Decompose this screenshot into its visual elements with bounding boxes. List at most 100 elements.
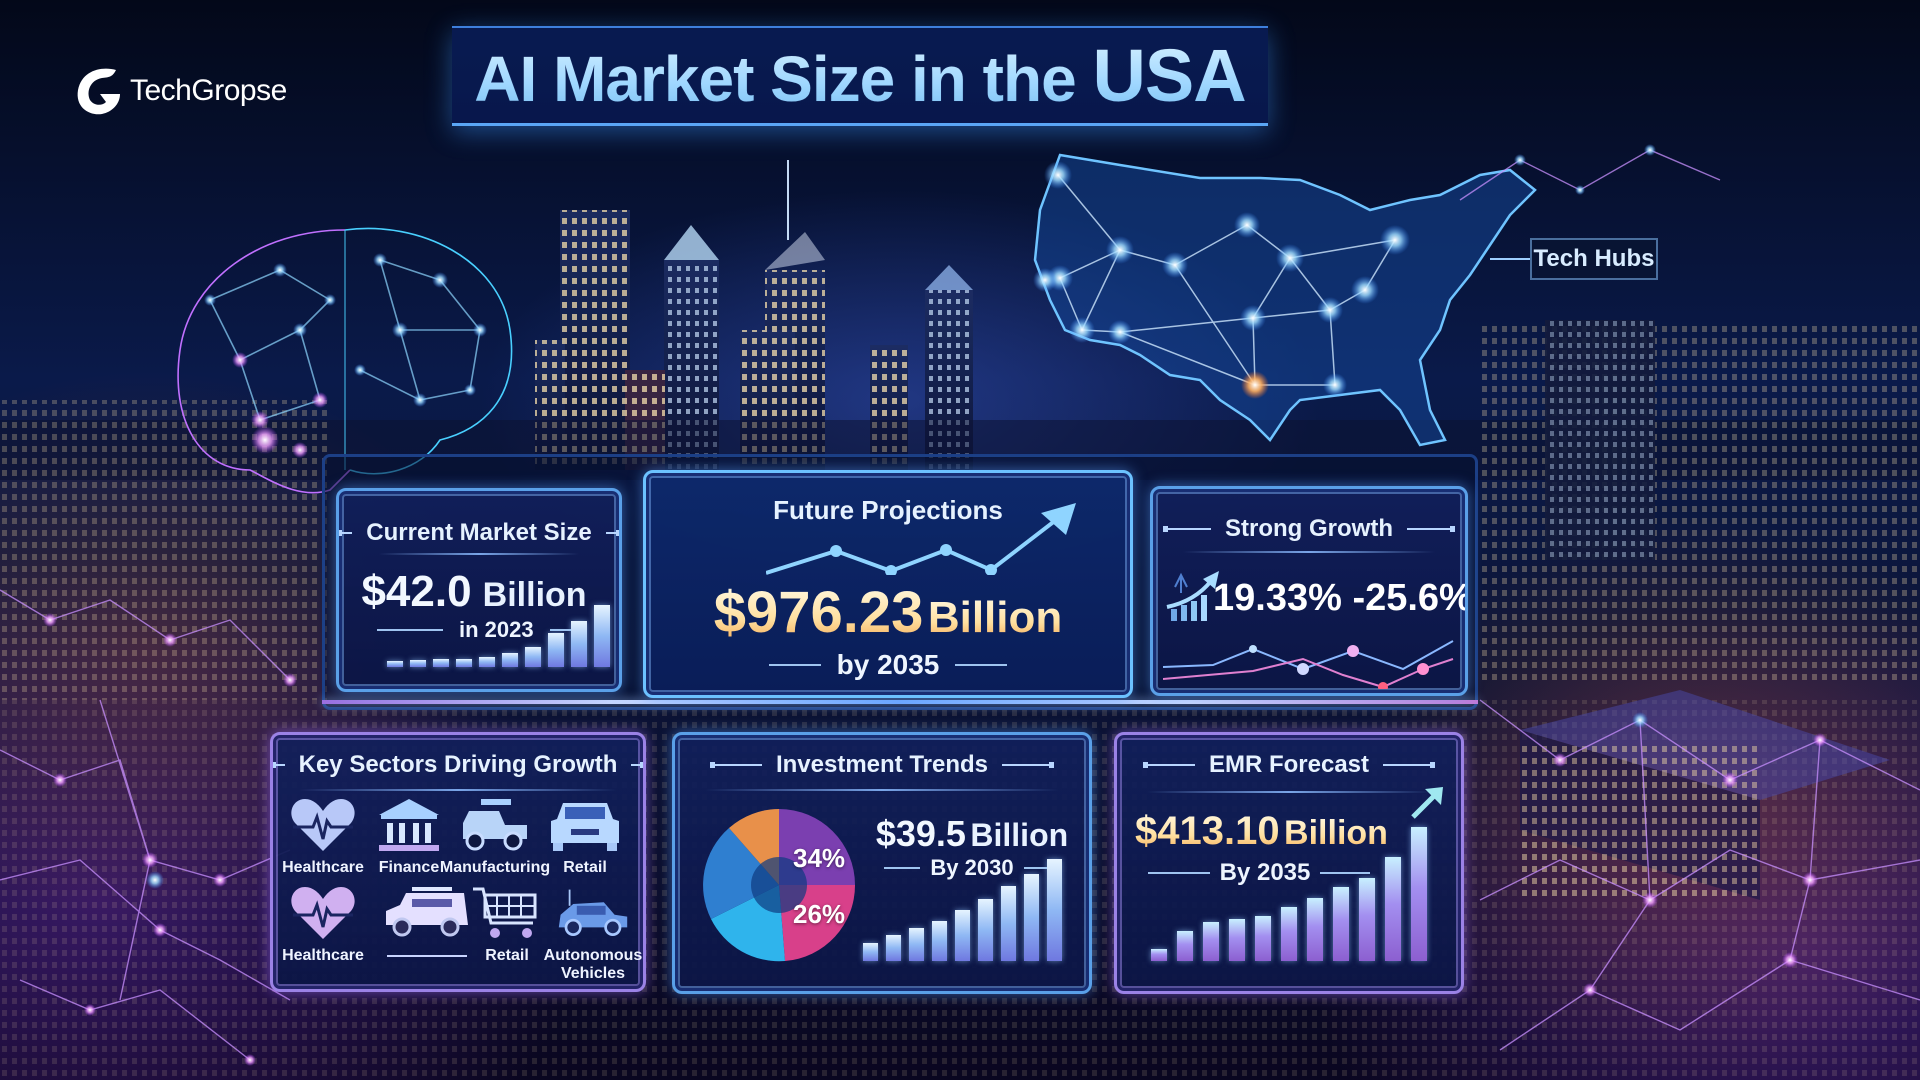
heart-pulse-icon [291,799,355,851]
card-subtitle: By 2035 [1219,859,1311,886]
bar [1229,919,1245,961]
bar [594,605,610,667]
card-future-projections: Future Projections $976.23 Billion by 20… [643,470,1133,698]
sector-item: Finance [367,797,451,877]
sector-item: Manufacturing [440,797,550,877]
card-subtitle-row: by 2035 [646,649,1130,681]
bar [433,659,449,667]
bar [909,928,924,961]
sector-item: Healthcare [281,885,365,965]
pie-label-34: 34% [793,843,846,873]
bar [1385,857,1401,961]
bar [1333,887,1349,961]
investment-pie-chart [703,809,856,962]
title-dash-right [1383,762,1436,768]
title-dash-left [273,762,285,768]
bar [886,935,901,961]
page-title: AI Market Size in the USA [474,34,1246,117]
card-title: Key Sectors Driving Growth [298,751,618,778]
card-value: $413.10 Billion [1135,809,1388,853]
bar [1151,949,1167,961]
title-dash-left [1163,526,1211,532]
bar [1177,931,1193,961]
card-title: Strong Growth [1225,515,1393,542]
tech-hubs-label: Tech Hubs [1530,238,1658,280]
trend-up-arrow-icon [766,503,1076,575]
title-rule [299,789,617,791]
utility-vehicle-icon [463,799,527,851]
bar [1411,827,1427,961]
card-emr-forecast: EMR Forecast $413.10 Billion By 2035 [1114,732,1464,994]
pie-label-26: 26% [793,899,846,929]
card-title: Investment Trends [775,751,989,778]
card-value: $42.0 Billion [361,567,587,616]
bar [479,657,495,667]
title-rule [1147,791,1431,793]
sector-item [367,885,487,957]
brand-logo[interactable]: TechGropse [72,64,287,118]
card-investment-trends: Investment Trends 34% 26% $39.5 Billion … [672,732,1092,994]
title-highlight: USA [1092,34,1246,117]
title-dash-left [339,530,353,536]
building-roof [1520,690,1890,900]
brand-name: TechGropse [130,74,287,107]
bar [410,660,426,667]
card-title: Future Projections [773,495,1003,525]
title-dash-left [709,762,762,768]
title-dash-right [605,530,619,536]
usa-map-network-icon [1033,153,1537,447]
card-key-sectors: Key Sectors Driving Growth Healthcare Fi… [270,732,646,992]
bar [571,621,587,667]
card-value: 19.33% -25.6% [1213,577,1468,619]
van-icon [386,887,468,937]
title-rule [379,553,579,555]
title-rule [1183,551,1435,553]
bar [456,659,472,667]
bar [932,921,947,961]
arrow-up-right-icon [1411,787,1443,819]
bar [387,661,403,667]
title-rule [705,789,1059,791]
card-subtitle-row: By 2035 [1147,859,1371,887]
emr-bar-chart [1151,825,1427,961]
card-current-market-size: Current Market Size $42.0 Billion in 202… [336,488,622,692]
card-subtitle-row: in 2023 [339,617,619,643]
sector-item: Retail [457,885,557,965]
sector-item: Healthcare [281,797,365,877]
techgropse-logo-icon [77,68,120,115]
card-value: $39.5 Billion [875,813,1069,854]
bar [955,910,970,961]
title-dash-right [1002,762,1055,768]
bar [978,899,993,961]
current-market-bar-chart [387,603,610,667]
card-subtitle: By 2030 [930,855,1014,880]
bar [548,633,564,667]
growth-line-chart [1163,640,1454,689]
autonomous-car-icon [558,889,628,936]
bar [1281,907,1297,961]
sector-item: Autonomous Vehicles [543,885,643,983]
bar [1307,898,1323,961]
card-subtitle: in 2023 [459,617,534,642]
network-web-nodes [43,613,1827,1066]
bar [1001,886,1016,961]
bar [1359,878,1375,961]
card-value: $976.23 Billion [713,580,1063,645]
title-dash-left [1142,762,1195,768]
bar [1047,859,1062,961]
bar [863,943,878,961]
investment-bar-chart [863,857,1062,961]
title-banner: AI Market Size in the USA [452,26,1268,126]
bank-icon [379,799,439,851]
bar [502,653,518,667]
sector-item: Retail [543,797,627,877]
title-dash-right [631,762,643,768]
heart-pulse-icon [291,887,355,939]
card-subtitle: by 2035 [836,649,940,680]
bar [1024,874,1039,961]
title-dash-right [1406,526,1455,532]
car-icon [551,803,619,851]
bar [1203,922,1219,961]
card-title: Current Market Size [366,519,592,546]
